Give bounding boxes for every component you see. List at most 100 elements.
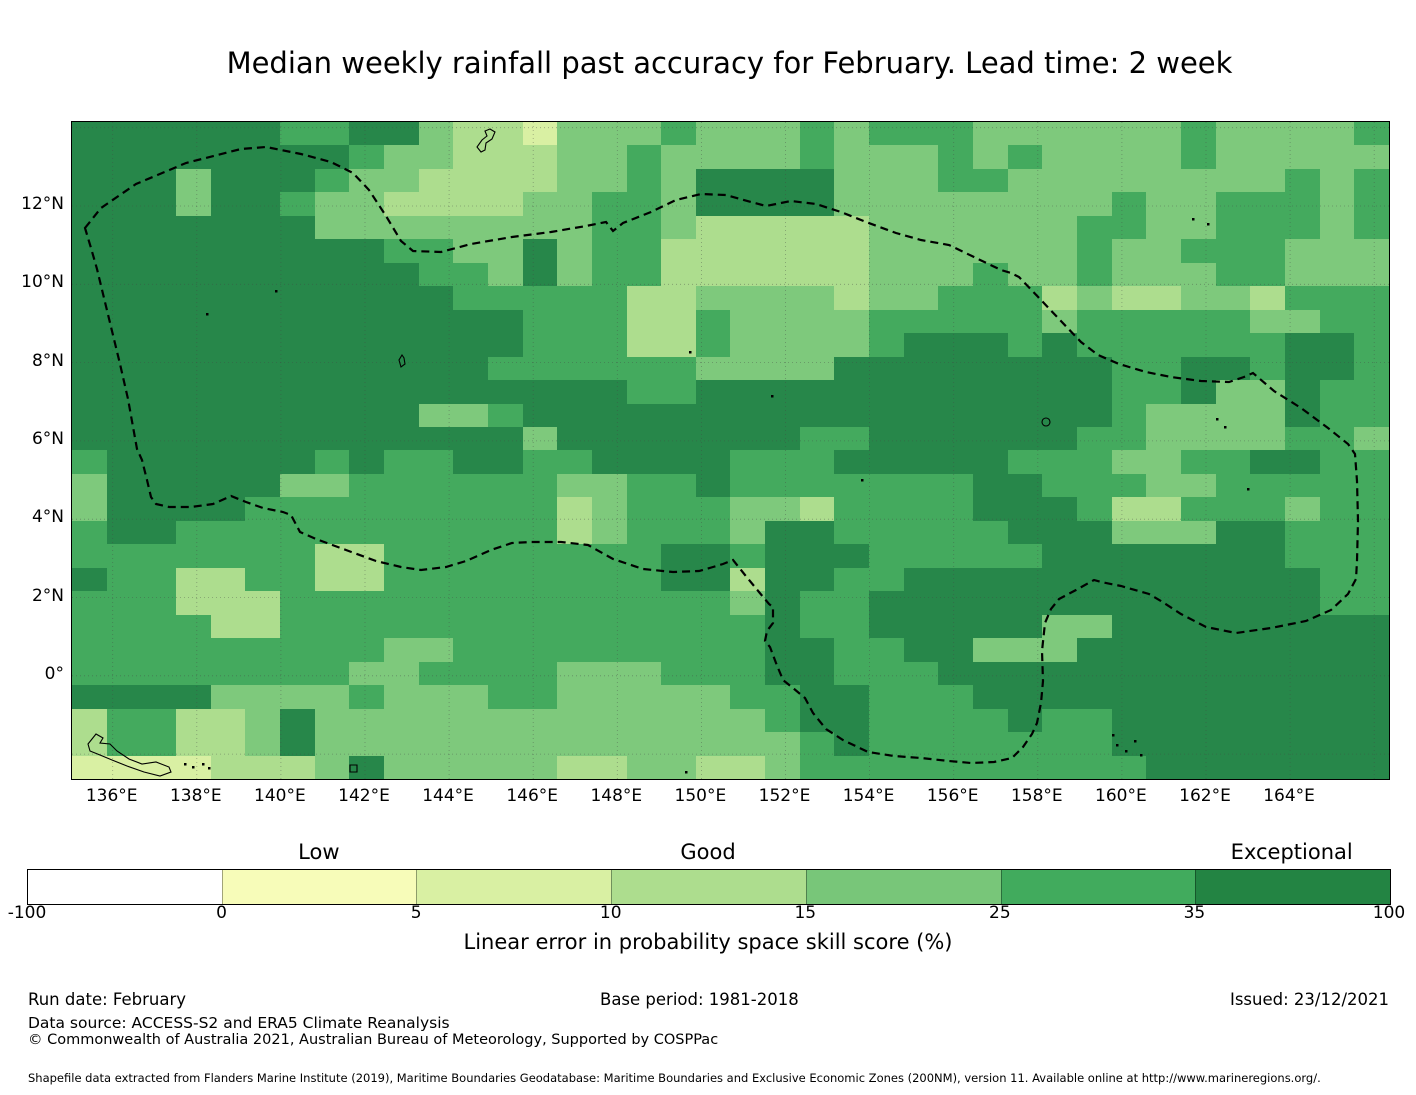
map-cell [522, 262, 558, 287]
map-cell [487, 380, 523, 404]
map-cell [487, 473, 523, 498]
map-cell [1285, 356, 1320, 381]
map-cell [730, 122, 766, 146]
map-cell [765, 309, 800, 334]
map-cell [1319, 215, 1355, 240]
map-cell [106, 215, 142, 240]
map-cell [730, 497, 766, 521]
map-cell [799, 215, 835, 240]
island-dot [1125, 750, 1128, 753]
map-cell [245, 333, 280, 357]
map-cell [557, 239, 592, 263]
map-cell [903, 192, 939, 216]
map-cell [730, 403, 766, 428]
map-cell [1181, 473, 1216, 498]
map-cell [1250, 661, 1286, 686]
island-dot [771, 395, 774, 398]
map-cell [695, 403, 731, 428]
map-cell [279, 356, 315, 381]
map-cell [141, 567, 176, 592]
copyright-text: © Commonwealth of Australia 2021, Austra… [28, 1032, 719, 1048]
map-cell [661, 145, 696, 169]
map-cell [210, 356, 246, 381]
map-cell [730, 168, 766, 193]
map-cell [175, 661, 211, 686]
map-cell [557, 309, 592, 334]
map-cell [1215, 262, 1251, 287]
map-cell [487, 286, 523, 310]
map-cell [1215, 356, 1251, 381]
map-cell [314, 262, 350, 287]
map-cell [1354, 450, 1389, 474]
map-cell [1250, 520, 1286, 545]
map-cell [1285, 262, 1320, 287]
map-cell [1077, 403, 1112, 428]
map-cell [765, 614, 800, 639]
map-cell [869, 168, 904, 193]
map-cell [869, 239, 904, 263]
colorbar-tick-label: 15 [794, 903, 817, 923]
map-cell [72, 473, 107, 498]
map-cell [522, 544, 558, 568]
map-cell [106, 356, 142, 381]
map-cell [1215, 145, 1251, 169]
island-dot [1247, 488, 1250, 491]
map-cell [834, 520, 870, 545]
colorbar-segment [416, 870, 612, 904]
map-cell [1111, 192, 1147, 216]
map-cell [279, 685, 315, 709]
map-cell [106, 333, 142, 357]
map-cell [730, 638, 766, 662]
map-cell [453, 614, 488, 639]
map-cell [973, 473, 1008, 498]
map-cell [383, 638, 419, 662]
map-cell [487, 403, 523, 428]
map-cell [106, 661, 142, 686]
map-cell [903, 239, 939, 263]
map-cell [626, 661, 662, 686]
map-cell [1354, 262, 1389, 287]
x-tick-label: 156°E [926, 786, 979, 806]
map-cell [799, 239, 835, 263]
map-cell [661, 520, 696, 545]
map-cell [557, 638, 592, 662]
map-cell [661, 661, 696, 686]
map-cell [1111, 427, 1147, 451]
map-cell [1146, 403, 1182, 428]
map-cell [314, 192, 350, 216]
map-cell [557, 544, 592, 568]
map-cell [418, 661, 454, 686]
map-cell [72, 192, 107, 216]
map-cell [314, 591, 350, 615]
map-cell [418, 380, 454, 404]
map-cell [1354, 380, 1389, 404]
map-cell [106, 286, 142, 310]
map-cell [973, 638, 1008, 662]
map-cell [1354, 192, 1389, 216]
map-cell [869, 755, 904, 779]
map-cell [695, 215, 731, 240]
map-cell [210, 380, 246, 404]
map-cell [453, 122, 488, 146]
colorbar-segment [1195, 870, 1391, 904]
map-cell [973, 591, 1008, 615]
map-cell [799, 403, 835, 428]
map-cell [557, 333, 592, 357]
map-cell [141, 333, 176, 357]
map-cell [973, 286, 1008, 310]
map-cell [210, 168, 246, 193]
map-cell [695, 732, 731, 756]
map-cell [1319, 638, 1355, 662]
map-cell [938, 591, 974, 615]
map-cell [591, 356, 627, 381]
map-cell [973, 567, 1008, 592]
map-cell [1181, 732, 1216, 756]
map-cell [695, 380, 731, 404]
map-cell [245, 661, 280, 686]
map-cell [765, 192, 800, 216]
colorbar-tick-label: -100 [7, 903, 47, 923]
map-cell [418, 333, 454, 357]
map-cell [973, 192, 1008, 216]
map-cell [210, 450, 246, 474]
map-cell [834, 567, 870, 592]
